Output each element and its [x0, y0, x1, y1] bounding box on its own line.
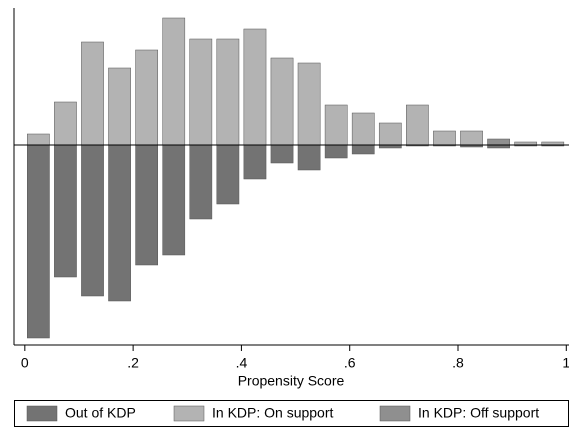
- legend-label: In KDP: On support: [212, 405, 334, 421]
- bar: [81, 144, 104, 297]
- bar: [108, 67, 131, 146]
- bar: [243, 28, 267, 146]
- bar: [189, 144, 213, 220]
- bar: [27, 144, 50, 339]
- legend-swatch: [26, 405, 58, 422]
- bar: [108, 144, 131, 302]
- legend-label: Out of KDP: [65, 405, 136, 421]
- x-tick-label: .8: [452, 355, 464, 371]
- bar: [487, 138, 510, 146]
- bar: [135, 144, 159, 266]
- bar: [216, 38, 240, 146]
- bar: [135, 49, 159, 146]
- bar: [406, 104, 429, 146]
- legend-label: In KDP: Off support: [418, 405, 539, 421]
- bar: [270, 144, 294, 164]
- bar: [297, 144, 321, 171]
- x-tick-label: 1: [562, 355, 569, 371]
- bar: [27, 133, 50, 146]
- x-tick-label: .2: [127, 355, 139, 371]
- x-tick-label: 0: [21, 355, 29, 371]
- bar: [433, 130, 456, 146]
- bar: [189, 38, 213, 146]
- legend-swatch: [173, 405, 205, 422]
- bar: [351, 112, 375, 146]
- bar: [297, 62, 321, 146]
- bars: [27, 17, 565, 339]
- bar: [270, 57, 294, 146]
- bar: [378, 122, 402, 146]
- bar: [216, 144, 240, 205]
- bar: [54, 144, 77, 278]
- bar: [54, 101, 77, 146]
- bar: [324, 104, 348, 146]
- x-axis-title: Propensity Score: [238, 373, 345, 389]
- bar: [460, 130, 483, 146]
- bar: [162, 144, 186, 256]
- bar: [162, 17, 186, 146]
- legend-swatch: [379, 405, 411, 422]
- x-tick-label: .6: [344, 355, 356, 371]
- x-tick-label: .4: [236, 355, 248, 371]
- bar: [243, 144, 267, 180]
- bar: [324, 144, 348, 159]
- bar: [351, 144, 375, 155]
- bar: [81, 41, 104, 146]
